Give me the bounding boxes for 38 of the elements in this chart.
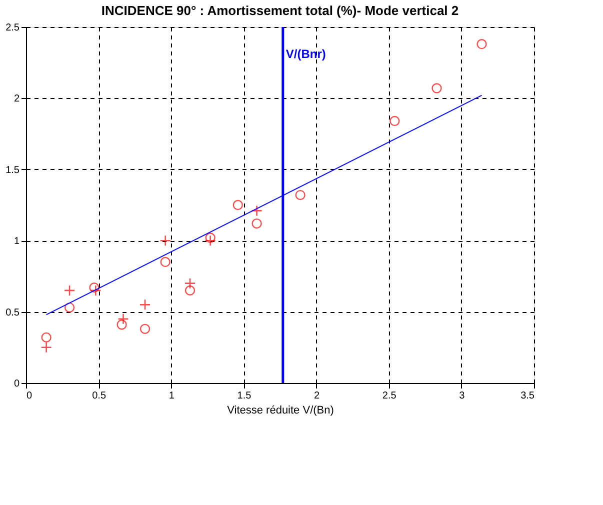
- point: [160, 234, 171, 246]
- point: [184, 278, 196, 289]
- point: [90, 284, 102, 296]
- x-tick-label: 2.5: [382, 390, 397, 402]
- point: [232, 200, 243, 210]
- x-tick-label: 3.5: [520, 390, 535, 402]
- chart-title: INCIDENCE 90° : Amortissement total (%)- Mode vertical 2: [101, 3, 459, 18]
- point: [41, 332, 52, 342]
- ref-line-label: V/(Bnr): [286, 47, 326, 61]
- x-tick-label: 3: [459, 390, 466, 402]
- point: [390, 116, 400, 126]
- point: [139, 299, 151, 310]
- y-tick-label: 2.5: [6, 22, 20, 34]
- point: [295, 190, 306, 200]
- y-tick-label: 0: [14, 378, 20, 390]
- x-tick-label: 2: [314, 390, 320, 402]
- y-tick-label: 0.5: [6, 307, 20, 318]
- point: [251, 205, 262, 216]
- x-tick-label: 1.5: [237, 390, 252, 402]
- y-tick-label: 1.5: [6, 164, 20, 176]
- point: [64, 302, 75, 313]
- point: [89, 282, 100, 293]
- x-tick-label: 0.5: [92, 390, 106, 402]
- point: [160, 256, 170, 268]
- point: [40, 342, 52, 354]
- point: [64, 284, 76, 296]
- point: [204, 234, 216, 246]
- y-tick-label: 2: [14, 94, 20, 105]
- point: [184, 285, 196, 296]
- point: [252, 218, 262, 229]
- x-tick-label: 0: [26, 390, 32, 402]
- point: [140, 324, 150, 334]
- point: [432, 83, 442, 94]
- y-tick-label: 1: [14, 236, 20, 248]
- point: [476, 39, 487, 50]
- x-axis-title: Vitesse réduite V/(Bn): [227, 404, 334, 416]
- x-tick-label: 1: [168, 390, 175, 402]
- point: [205, 232, 216, 243]
